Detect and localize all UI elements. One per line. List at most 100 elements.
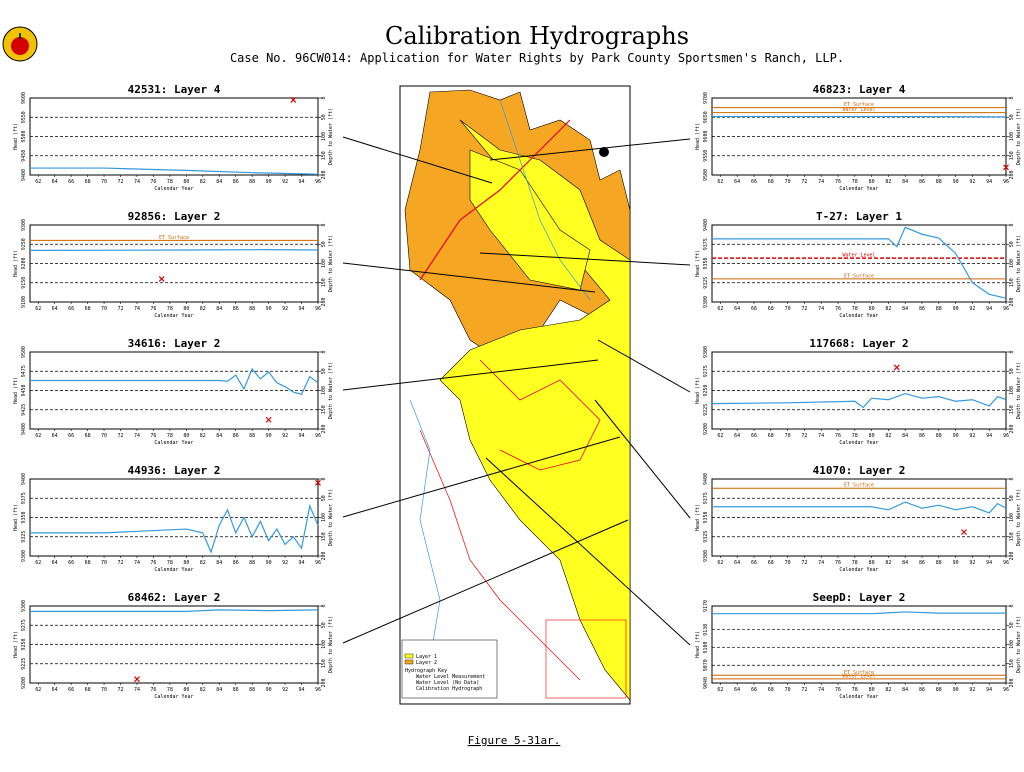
y2-tick-label: 50 — [1009, 495, 1015, 501]
x-tick-label: 90 — [266, 560, 272, 566]
hydrograph-line — [30, 506, 318, 552]
x-tick-label: 70 — [785, 306, 791, 312]
x-tick-label: 84 — [902, 687, 908, 693]
x-tick-label: 62 — [35, 687, 41, 693]
x-tick-label: 94 — [986, 560, 992, 566]
x-tick-label: 66 — [68, 433, 74, 439]
x-tick-label: 70 — [785, 433, 791, 439]
reference-label: Water Level — [842, 107, 875, 113]
x-tick-label: 68 — [85, 687, 91, 693]
x-tick-label: 76 — [835, 179, 841, 185]
y-tick-label: 9070 — [703, 659, 709, 671]
x-tick-label: 66 — [751, 433, 757, 439]
measurement — [266, 417, 271, 422]
hydrograph-line — [712, 502, 1006, 513]
x-tick-label: 96 — [1003, 306, 1009, 312]
x-tick-label: 84 — [216, 687, 222, 693]
y-axis-label: Head (ft) — [13, 250, 19, 277]
x-tick-label: 70 — [785, 687, 791, 693]
x-tick-label: 94 — [299, 687, 305, 693]
x-tick-label: 88 — [936, 560, 942, 566]
title: Calibration Hydrographs — [385, 22, 689, 50]
x-tick-label: 74 — [818, 560, 824, 566]
y2-tick-label: 150 — [321, 659, 327, 668]
x-tick-label: 64 — [734, 687, 740, 693]
x-tick-label: 62 — [717, 433, 723, 439]
x-tick-label: 66 — [68, 306, 74, 312]
y2-axis-label: Depth to Water (ft) — [328, 616, 334, 673]
y-tick-label: 9300 — [703, 296, 709, 308]
y2-tick-label: 50 — [321, 241, 327, 247]
x-tick-label: 88 — [249, 306, 255, 312]
y2-tick-label: 100 — [1009, 513, 1015, 522]
y-tick-label: 9550 — [703, 150, 709, 162]
y-tick-label: 9300 — [703, 346, 709, 358]
y-tick-label: 9400 — [703, 473, 709, 485]
x-tick-label: 82 — [200, 179, 206, 185]
y2-tick-label: 150 — [1009, 278, 1015, 287]
y2-tick-label: 50 — [321, 114, 327, 120]
x-tick-label: 76 — [150, 687, 156, 693]
x-tick-label: 90 — [953, 179, 959, 185]
y2-tick-label: 0 — [321, 350, 327, 353]
x-tick-label: 90 — [266, 433, 272, 439]
y2-tick-label: 150 — [321, 405, 327, 414]
x-tick-label: 68 — [768, 560, 774, 566]
x-tick-label: 66 — [68, 179, 74, 185]
x-tick-label: 92 — [282, 179, 288, 185]
x-axis-label: Calendar Year — [839, 567, 878, 573]
x-tick-label: 94 — [986, 306, 992, 312]
y-tick-label: 9200 — [21, 677, 27, 689]
subtitle: Case No. 96CW014: Application for Water … — [230, 51, 844, 65]
x-tick-label: 68 — [768, 687, 774, 693]
y2-tick-label: 0 — [1009, 477, 1015, 480]
y-tick-label: 9375 — [703, 238, 709, 250]
x-tick-label: 80 — [183, 560, 189, 566]
x-tick-label: 88 — [249, 687, 255, 693]
y2-tick-label: 150 — [321, 151, 327, 160]
x-tick-label: 64 — [734, 433, 740, 439]
x-tick-label: 84 — [216, 560, 222, 566]
x-tick-label: 92 — [969, 306, 975, 312]
x-tick-label: 80 — [869, 433, 875, 439]
x-tick-label: 64 — [734, 306, 740, 312]
x-tick-label: 82 — [200, 306, 206, 312]
y-tick-label: 9300 — [703, 550, 709, 562]
x-tick-label: 80 — [869, 687, 875, 693]
y-tick-label: 9550 — [21, 111, 27, 123]
y2-tick-label: 0 — [321, 477, 327, 480]
x-tick-label: 68 — [85, 306, 91, 312]
x-tick-label: 86 — [919, 306, 925, 312]
x-tick-label: 66 — [68, 560, 74, 566]
y2-tick-label: 200 — [321, 170, 327, 179]
x-tick-label: 62 — [717, 560, 723, 566]
x-tick-label: 70 — [101, 560, 107, 566]
plot-frame — [30, 606, 318, 683]
y-axis-label: Head (ft) — [13, 377, 19, 404]
x-tick-label: 86 — [233, 433, 239, 439]
x-tick-label: 90 — [266, 687, 272, 693]
y2-tick-label: 50 — [1009, 241, 1015, 247]
x-tick-label: 94 — [299, 560, 305, 566]
x-tick-label: 72 — [117, 687, 123, 693]
x-tick-label: 82 — [885, 560, 891, 566]
x-tick-label: 66 — [751, 560, 757, 566]
y2-tick-label: 0 — [1009, 223, 1015, 226]
y-tick-label: 9650 — [703, 111, 709, 123]
x-tick-label: 90 — [266, 179, 272, 185]
y-tick-label: 9375 — [703, 492, 709, 504]
y2-tick-label: 100 — [321, 386, 327, 395]
x-axis-label: Calendar Year — [154, 567, 193, 573]
y2-axis-label: Depth to Water (ft) — [1016, 235, 1022, 292]
chart-title: 34616: Layer 2 — [128, 337, 221, 350]
x-tick-label: 78 — [167, 687, 173, 693]
y-tick-label: 9350 — [703, 511, 709, 523]
y2-axis-label: Depth to Water (ft) — [1016, 108, 1022, 165]
reference-label: Water Level — [842, 253, 875, 259]
x-tick-label: 78 — [852, 560, 858, 566]
y2-tick-label: 50 — [321, 495, 327, 501]
x-tick-label: 82 — [200, 560, 206, 566]
y-tick-label: 9475 — [21, 365, 27, 377]
y2-axis-label: Depth to Water (ft) — [328, 362, 334, 419]
y-tick-label: 9150 — [21, 277, 27, 289]
